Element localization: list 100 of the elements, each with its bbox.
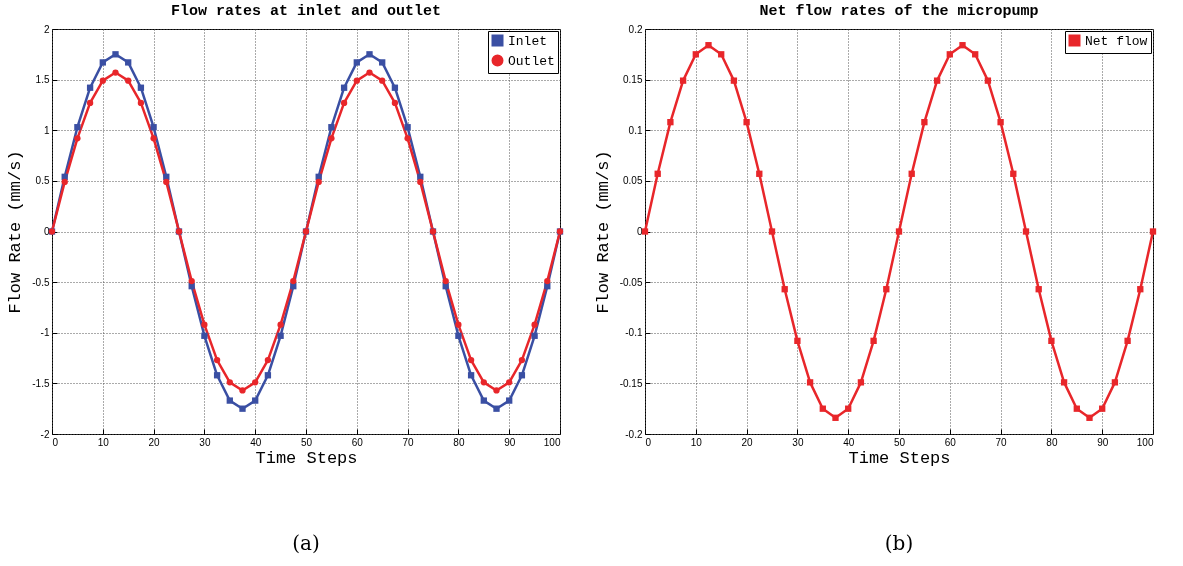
x-tick-label: 20 <box>148 436 161 448</box>
y-tick-label: -2 <box>40 428 50 440</box>
point <box>125 59 132 66</box>
x-tick-label: 80 <box>1046 436 1058 448</box>
x-tick-label: 0 <box>52 436 59 448</box>
y-tick-label: -0.05 <box>619 276 643 288</box>
legend-label: Net flow <box>1085 33 1148 49</box>
point <box>480 397 487 404</box>
point <box>455 321 462 328</box>
point <box>328 135 335 142</box>
point <box>112 51 119 58</box>
point <box>112 69 119 76</box>
y-tick-label: 0.2 <box>628 23 643 35</box>
y-tick-label: 0 <box>43 226 50 237</box>
point <box>366 51 373 58</box>
point <box>1137 286 1144 293</box>
y-tick-label: 0.5 <box>35 175 50 187</box>
x-tick-label: 80 <box>453 436 465 448</box>
point <box>506 379 513 386</box>
point <box>493 387 500 394</box>
point <box>226 397 233 404</box>
point <box>768 228 776 235</box>
point <box>883 286 890 293</box>
point <box>1111 379 1119 386</box>
point <box>667 118 674 126</box>
point <box>99 77 106 84</box>
point <box>290 277 297 285</box>
point <box>794 337 801 345</box>
point <box>921 118 928 126</box>
point <box>404 135 411 142</box>
point <box>61 178 68 186</box>
x-tick-label: 90 <box>504 436 516 448</box>
chart-title: Net flow rates of the micropump <box>759 3 1039 20</box>
point <box>933 77 941 84</box>
x-tick-label: 20 <box>741 436 754 448</box>
x-tick-label: 70 <box>402 436 415 448</box>
point <box>730 77 738 84</box>
point <box>353 77 360 84</box>
point <box>531 332 538 339</box>
point <box>946 51 953 58</box>
x-tick-label: 40 <box>250 436 262 448</box>
point <box>1022 228 1030 235</box>
y-tick-label: -1.5 <box>32 377 50 389</box>
point <box>1099 405 1106 412</box>
point <box>442 277 449 285</box>
point <box>1060 379 1068 386</box>
point <box>743 118 750 126</box>
point <box>984 77 992 84</box>
point <box>264 356 272 364</box>
point <box>845 405 852 412</box>
point <box>455 332 462 339</box>
point <box>315 178 322 186</box>
point <box>264 372 272 379</box>
x-axis-title: Time Steps <box>848 448 951 468</box>
point <box>239 387 246 394</box>
point <box>340 99 348 107</box>
point <box>1086 414 1093 421</box>
point <box>870 337 877 345</box>
point <box>467 356 475 364</box>
point <box>806 379 814 386</box>
x-tick-label: 100 <box>543 436 561 448</box>
point <box>188 277 195 285</box>
point <box>328 124 335 131</box>
point <box>74 135 81 142</box>
point <box>404 124 411 131</box>
point <box>277 321 284 328</box>
point <box>340 84 348 91</box>
point <box>150 124 157 131</box>
y-tick-label: -0.5 <box>32 276 50 288</box>
x-tick-label: 90 <box>1097 436 1109 448</box>
point <box>895 228 903 235</box>
y-tick-label: 0 <box>636 226 643 237</box>
text: (a) <box>292 531 320 555</box>
y-tick-label: -0.2 <box>625 428 643 440</box>
x-tick-label: 60 <box>351 436 364 448</box>
point <box>857 379 865 386</box>
point <box>252 379 259 386</box>
point <box>99 59 106 66</box>
point <box>544 277 551 285</box>
point <box>518 372 526 379</box>
x-tick-label: 10 <box>97 436 110 448</box>
point <box>531 321 538 328</box>
point <box>137 99 145 107</box>
chart-title: Flow rates at inlet and outlet <box>170 3 442 20</box>
point <box>756 170 763 177</box>
y-tick-label: -1 <box>40 327 50 339</box>
point <box>781 286 788 293</box>
point <box>480 379 487 386</box>
x-tick-label: 70 <box>995 436 1008 448</box>
x-tick-label: 30 <box>199 436 211 448</box>
point <box>705 42 712 49</box>
point <box>908 170 915 177</box>
point <box>150 135 157 142</box>
point <box>718 51 725 58</box>
point <box>213 356 221 364</box>
point <box>506 397 513 404</box>
point <box>86 84 94 91</box>
legend-label: Inlet <box>508 33 548 49</box>
y-axis-title: Flow Rate (mm/s) <box>593 150 613 314</box>
point <box>819 405 826 412</box>
